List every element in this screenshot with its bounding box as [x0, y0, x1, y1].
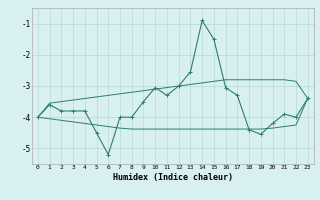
X-axis label: Humidex (Indice chaleur): Humidex (Indice chaleur)	[113, 173, 233, 182]
